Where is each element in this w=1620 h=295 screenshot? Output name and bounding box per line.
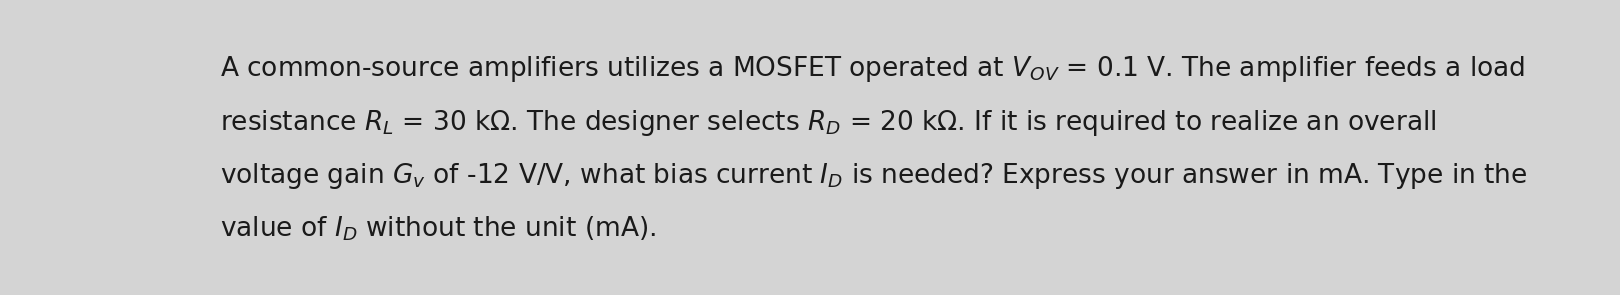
- Text: A common-source amplifiers utilizes a MOSFET operated at $V_{OV}$ = 0.1 V. The a: A common-source amplifiers utilizes a MO…: [220, 54, 1526, 84]
- Text: value of $I_D$ without the unit (mA).: value of $I_D$ without the unit (mA).: [220, 214, 656, 243]
- Text: resistance $R_L$ = 30 kΩ. The designer selects $R_D$ = 20 kΩ. If it is required : resistance $R_L$ = 30 kΩ. The designer s…: [220, 108, 1437, 138]
- Text: voltage gain $G_v$ of -12 V/V, what bias current $I_D$ is needed? Express your a: voltage gain $G_v$ of -12 V/V, what bias…: [220, 161, 1528, 191]
